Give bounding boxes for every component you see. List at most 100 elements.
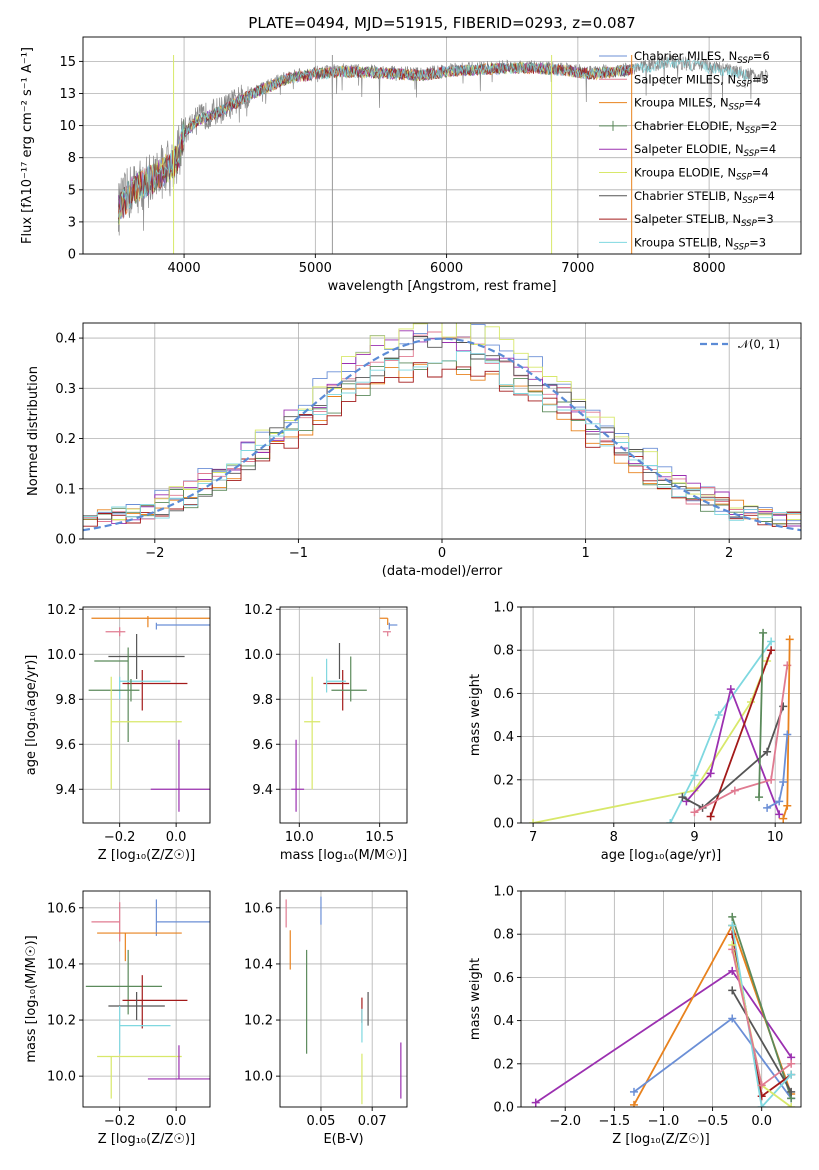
axes-frame (520, 890, 802, 1108)
y-tick-label: 0.0 (493, 1101, 514, 1116)
x-tick-label: 7 (529, 830, 537, 845)
axes-frame (82, 36, 802, 255)
x-tick-label: 8 (610, 830, 618, 845)
x-tick-label: −2.0 (549, 1114, 581, 1129)
x-tick-label: −1 (289, 546, 308, 561)
mass-weight-line (709, 649, 772, 817)
model-spectrum-line (118, 62, 633, 213)
y-axis-label: Flux [fλ10⁻¹⁷ erg cm⁻² s⁻¹ A⁻¹] (20, 47, 35, 244)
age_vs_mass-panel: 10.0 10.5 9.4 9.6 9.8 10.0 10.2 mass [log₁₀(M/M… (244, 603, 408, 863)
mass-weight-marker (728, 921, 737, 930)
mass-weight-marker (787, 1087, 796, 1096)
mass-weight-marker (728, 912, 737, 921)
y-tick-label: 0.8 (493, 928, 514, 943)
x-tick-label: −1.5 (599, 1114, 631, 1129)
mass-weight-marker (666, 819, 675, 823)
legend-entry: Salpeter ELODIE, NSSP=4 (634, 142, 776, 159)
model-spectrum-line (118, 61, 633, 215)
mass-weight-marker (783, 801, 792, 810)
x-tick-label: 0.05 (306, 1114, 335, 1129)
x-axis-label: mass [log₁₀(M/M☉)] (280, 848, 407, 863)
axes-frame (82, 606, 211, 824)
axes-frame (82, 890, 211, 1108)
weight_vs_Z-panel: −2.0 −1.5 −1.0 −0.5 0.0 0.0 0.2 0.4 0.6 0.8 1.0 Z [… (468, 885, 802, 1147)
weight_vs_age-plot-area (529, 628, 794, 823)
model-spectrum-line (118, 61, 633, 211)
mass_vs_ebv-panel: 0.05 0.07 10.0 10.2 10.4 10.6 E(B-V) (244, 890, 408, 1147)
y-tick-label: 0.6 (493, 687, 514, 702)
mass-weight-marker (690, 808, 699, 817)
mass-weight-marker (787, 1070, 796, 1079)
mass-weight-marker (759, 628, 768, 637)
weight_vs_Z-plot-area (531, 912, 796, 1107)
y-tick-label: 9.8 (55, 693, 76, 708)
y-axis-label: Normed distribution (26, 366, 41, 496)
mass-weight-line (685, 686, 781, 815)
y-tick-label: 10.2 (47, 1014, 76, 1029)
y-axis-label: mass weight (468, 674, 483, 756)
x-tick-label: 6000 (430, 261, 463, 276)
y-tick-label: 0.0 (55, 533, 76, 548)
legend-entry: Chabrier ELODIE, NSSP=2 (634, 119, 777, 136)
y-tick-label: 1.0 (493, 885, 514, 900)
model-spectrum-line (118, 57, 749, 218)
mass-weight-marker (726, 685, 735, 694)
mass-weight-marker (678, 793, 687, 802)
residuals-panel: −2 −1 0 1 2 0.0 0.1 0.2 0.3 0.4 (data-model)/error… (26, 322, 802, 579)
mass-weight-marker (767, 646, 776, 655)
mass-weight-marker (629, 1087, 638, 1096)
mass-weight-line (731, 916, 793, 1099)
x-tick-label: 9 (690, 830, 698, 845)
weight_vs_age-panel: 7 8 9 10 0.0 0.2 0.4 0.6 0.8 1.0 age [log₁₀(age/yr… (468, 601, 802, 863)
mass-weight-marker (730, 786, 739, 795)
legend-entry: Salpeter MILES, NSSP=3 (634, 72, 769, 89)
x-axis-label: wavelength [Angstrom, rest frame] (328, 279, 557, 294)
y-tick-label: 0.8 (493, 644, 514, 659)
y-tick-label: 10.0 (47, 1070, 76, 1085)
normal-distribution-curve (83, 337, 801, 532)
x-tick-label: 5000 (299, 261, 332, 276)
mass-weight-marker (775, 810, 784, 819)
mass-weight-marker (787, 1103, 796, 1107)
mass-weight-marker (779, 777, 788, 786)
mass-weight-line (731, 989, 792, 1093)
axes-frame (279, 606, 408, 824)
y-tick-label: 3 (68, 215, 76, 230)
mass-weight-line (532, 660, 768, 823)
y-tick-label: 8 (68, 151, 76, 166)
mass-weight-line (766, 734, 789, 809)
y-tick-label: 0.0 (493, 817, 514, 832)
x-tick-label: −0.2 (104, 1114, 136, 1129)
y-tick-label: 10 (59, 119, 76, 134)
spectrum-panel: 4000 5000 6000 7000 8000 0 3 5 8 10 13 15 wavelength… (20, 14, 802, 294)
x-tick-label: 0.0 (751, 1114, 772, 1129)
y-tick-label: 9.4 (252, 783, 273, 798)
x-axis-label: (data-model)/error (382, 564, 503, 579)
y-tick-label: 10.0 (244, 648, 273, 663)
mass-weight-marker (728, 1014, 737, 1023)
x-axis-label: Z [log₁₀(Z/Z☉)] (98, 848, 195, 863)
mass-weight-marker (629, 1100, 638, 1107)
chart-title: PLATE=0494, MJD=51915, FIBERID=0293, z=0… (248, 14, 635, 32)
y-tick-label: 1.0 (493, 601, 514, 616)
y-tick-label: 9.6 (55, 738, 76, 753)
x-tick-label: 10 (767, 830, 784, 845)
mass-weight-line (681, 706, 785, 809)
x-tick-label: 7000 (561, 261, 594, 276)
mass-weight-marker (763, 803, 772, 812)
mass-weight-line (694, 665, 789, 813)
mass-weight-marker (728, 930, 737, 939)
y-tick-label: 9.8 (252, 693, 273, 708)
x-tick-label: 0.0 (166, 1114, 187, 1129)
y-tick-label: 10.2 (244, 603, 273, 618)
spectrum-legend: Chabrier MILES, NSSP=6 Salpeter MILES, NS… (599, 49, 777, 252)
x-tick-label: 10.5 (365, 830, 394, 845)
y-tick-label: 0.4 (493, 730, 514, 745)
mass-weight-marker (755, 793, 764, 802)
mass-weight-marker (690, 771, 699, 780)
mass-weight-marker (763, 747, 772, 756)
mass-weight-marker (757, 1103, 766, 1107)
x-tick-label: −0.5 (697, 1114, 729, 1129)
y-axis-label: mass [log₁₀(M/M☉)] (24, 935, 39, 1062)
axes-frame (82, 322, 802, 540)
